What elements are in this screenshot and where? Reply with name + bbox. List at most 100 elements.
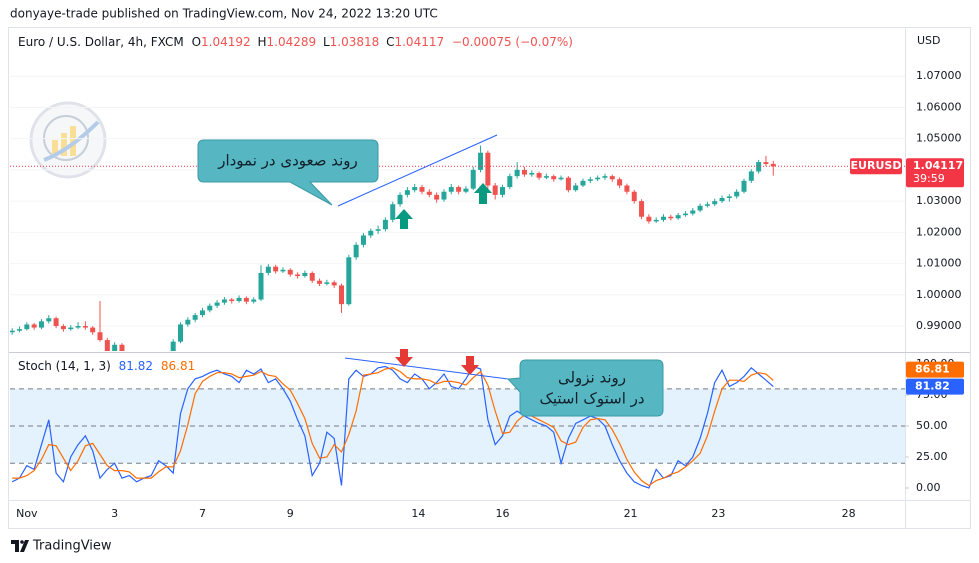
d-value: 86.81 (161, 359, 195, 373)
candle-body (514, 169, 520, 177)
candle-body (609, 176, 615, 180)
candle-body (470, 169, 476, 189)
x-tick-label: 7 (199, 507, 206, 520)
candle-body (375, 229, 381, 231)
candle-body (412, 187, 418, 191)
candle-body (178, 324, 184, 342)
candle-body (734, 191, 740, 197)
price-tag (906, 158, 964, 188)
candle-body (639, 201, 645, 217)
candle-body (60, 326, 66, 330)
trend-line-down (344, 357, 509, 380)
price-label: 1.04117 (913, 159, 963, 172)
candle-body (617, 179, 623, 186)
callout-text: در استوک استیک (539, 390, 644, 408)
candle-body (75, 326, 81, 328)
candle-body (302, 272, 308, 277)
candle-body (346, 257, 352, 305)
open-value: 1.04192 (201, 35, 251, 49)
candle-body (68, 327, 74, 330)
candle-body (712, 201, 718, 205)
high-value: 1.04289 (267, 35, 317, 49)
close-value: 1.04117 (394, 35, 444, 49)
candle-body (10, 330, 15, 333)
candle-body (295, 274, 301, 277)
ticker-tag (850, 158, 902, 175)
candle-body (353, 244, 359, 258)
low-value: 1.03818 (330, 35, 380, 49)
candle-body (331, 282, 337, 286)
arrow-up (474, 183, 492, 204)
value-tag-label: 86.81 (915, 363, 950, 376)
chart-frame (8, 27, 971, 529)
y-tick-label: 25.00 (916, 450, 948, 463)
candle-body (368, 230, 374, 236)
callout-down: روند نزولی در استوک استیک (506, 359, 664, 417)
candle-body (492, 185, 498, 195)
candle-body (112, 344, 118, 351)
y-tick-label: 0.00 (916, 481, 941, 494)
symbol: Euro / U.S. Dollar, 4h, FXCM (18, 35, 184, 49)
candle-body (104, 340, 110, 351)
arrow-up (395, 209, 413, 229)
y-tick-label: 1.05000 (916, 132, 962, 145)
candle-body (251, 299, 257, 302)
stoch-legend: Stoch (14, 1, 3) 81.82 86.81 (18, 359, 195, 373)
callout-up: روند صعودی در نمودار (197, 139, 379, 206)
candle-body (675, 215, 681, 219)
candle-body (317, 280, 323, 284)
candle-body (229, 299, 235, 302)
stoch-title: Stoch (14, 1, 3) (18, 359, 111, 373)
candle-body (97, 332, 103, 341)
candle-body (624, 185, 630, 192)
candle-body (434, 194, 440, 200)
candle-body (426, 191, 432, 195)
candle-body (770, 163, 776, 167)
candle-body (397, 194, 403, 205)
candle-body (221, 299, 227, 303)
candle-body (324, 282, 330, 284)
y-tick-label: 1.00000 (916, 288, 962, 301)
candle-body (82, 326, 88, 328)
published-line: donyaye-trade published on TradingView.c… (10, 7, 438, 21)
x-tick-label: 28 (842, 507, 856, 520)
candle-body (661, 216, 667, 220)
candle-body (287, 269, 293, 275)
candle-body (719, 197, 725, 202)
candle-body (631, 191, 637, 202)
symbol-legend: Euro / U.S. Dollar, 4h, FXCM O1.04192 H1… (18, 35, 573, 49)
footer-brand: TradingView (32, 539, 112, 554)
candle-body (463, 188, 469, 192)
y-tick-label: 1.07000 (916, 69, 962, 82)
candle-body (697, 205, 703, 211)
stoch-pane (10, 365, 905, 489)
candle-body (573, 185, 579, 191)
x-tick-label: 16 (496, 507, 510, 520)
ohlc-key: H (257, 35, 266, 49)
x-tick-label: 21 (624, 507, 638, 520)
candle-body (236, 297, 242, 302)
change: −0.00075 (−0.07%) (452, 35, 573, 49)
ohlc-key: O (192, 35, 201, 49)
y-tick-label: 1.02000 (916, 225, 962, 238)
x-tick-label: Nov (16, 507, 38, 520)
y-tick-label: 1.06000 (916, 100, 962, 113)
candle-body (580, 180, 586, 186)
candle-body (536, 173, 542, 178)
value-tag (906, 361, 964, 378)
candle-body (565, 177, 571, 191)
candle-body (199, 310, 205, 316)
x-tick-label: 14 (411, 507, 425, 520)
candle-body (587, 179, 593, 181)
value-tag (906, 378, 964, 395)
candle-body (668, 216, 674, 219)
currency: USD (917, 34, 941, 47)
stoch-line (12, 367, 774, 487)
candle-body (529, 173, 535, 175)
price-pane (10, 75, 905, 351)
y-tick-label: 50.00 (916, 419, 948, 432)
candle-body (192, 315, 198, 320)
candle-body (382, 219, 388, 230)
countdown: 39:59 (913, 172, 945, 185)
